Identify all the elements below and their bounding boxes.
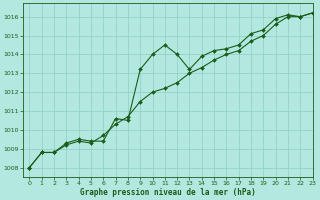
X-axis label: Graphe pression niveau de la mer (hPa): Graphe pression niveau de la mer (hPa): [80, 188, 256, 197]
